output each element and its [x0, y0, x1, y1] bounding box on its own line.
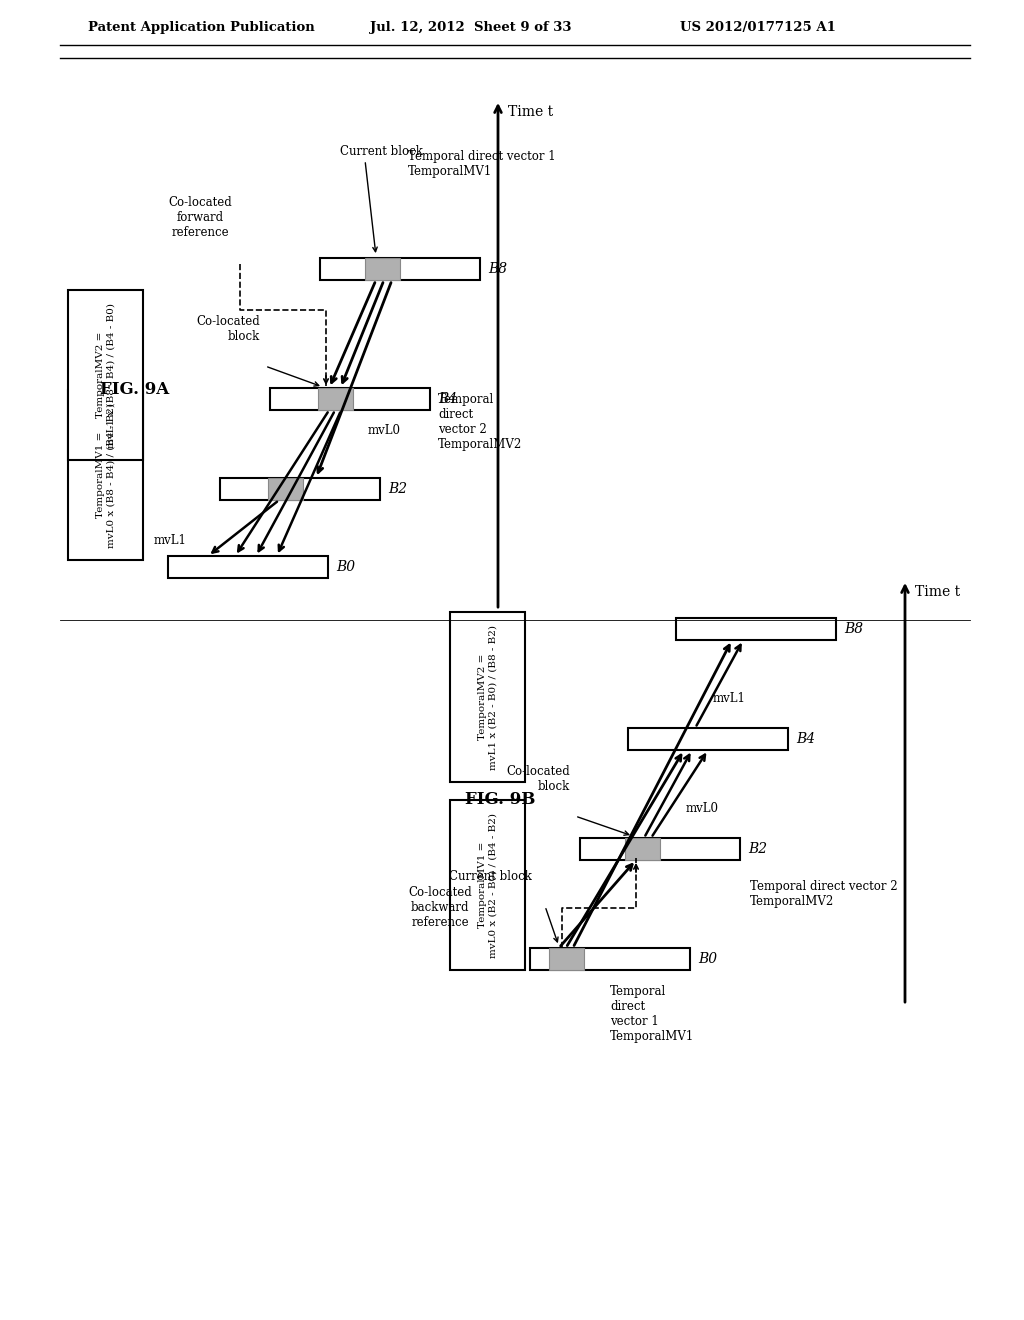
Text: B8: B8 — [488, 261, 507, 276]
Text: TemporalMV1 =
mvL0 x (B8 - B4) / (B4 - B2): TemporalMV1 = mvL0 x (B8 - B4) / (B4 - B… — [96, 403, 115, 548]
Text: TemporalMV2 =
mvL1 x (B2 - B0) / (B8 - B2): TemporalMV2 = mvL1 x (B2 - B0) / (B8 - B… — [478, 624, 498, 770]
Bar — [580, 838, 740, 861]
Bar — [450, 800, 525, 970]
Text: Co-located
block: Co-located block — [506, 766, 570, 793]
Text: Co-located
forward
reference: Co-located forward reference — [168, 195, 231, 239]
Text: Temporal
direct
vector 1
TemporalMV1: Temporal direct vector 1 TemporalMV1 — [610, 985, 694, 1043]
Text: mvL0: mvL0 — [686, 801, 719, 814]
Text: TemporalMV1: TemporalMV1 — [408, 165, 493, 178]
Text: Patent Application Publication: Patent Application Publication — [88, 21, 314, 34]
Text: Temporal direct vector 1: Temporal direct vector 1 — [408, 150, 556, 162]
Bar — [268, 478, 303, 500]
Text: Time t: Time t — [508, 106, 553, 119]
Text: mvL1: mvL1 — [154, 533, 186, 546]
Bar — [676, 618, 836, 640]
Text: B0: B0 — [698, 952, 717, 966]
Text: Temporal
direct
vector 2
TemporalMV2: Temporal direct vector 2 TemporalMV2 — [438, 393, 522, 451]
Bar — [68, 290, 143, 459]
Bar — [625, 838, 660, 861]
Text: Co-located
backward
reference: Co-located backward reference — [409, 886, 472, 929]
Text: TemporalMV2 =
mvL1 x (B8 - B4) / (B4 - B0): TemporalMV2 = mvL1 x (B8 - B4) / (B4 - B… — [96, 302, 115, 447]
Text: Jul. 12, 2012  Sheet 9 of 33: Jul. 12, 2012 Sheet 9 of 33 — [370, 21, 571, 34]
Bar — [168, 556, 328, 578]
Text: Time t: Time t — [915, 585, 961, 599]
Text: mvL0: mvL0 — [368, 424, 401, 437]
Text: mvL1: mvL1 — [713, 692, 745, 705]
Text: Current block: Current block — [340, 145, 423, 158]
Text: FIG. 9B: FIG. 9B — [465, 792, 536, 808]
Text: FIG. 9A: FIG. 9A — [100, 381, 169, 399]
Text: B0: B0 — [336, 560, 355, 574]
Text: Co-located
block: Co-located block — [197, 315, 260, 343]
Bar — [450, 612, 525, 781]
Text: Current block: Current block — [449, 870, 531, 883]
Text: Temporal direct vector 2
TemporalMV2: Temporal direct vector 2 TemporalMV2 — [750, 880, 898, 908]
Text: B2: B2 — [388, 482, 408, 496]
Bar — [220, 478, 380, 500]
Text: US 2012/0177125 A1: US 2012/0177125 A1 — [680, 21, 836, 34]
Bar — [319, 257, 480, 280]
Text: TemporalMV1 =
mvL0 x (B2 - B0) / (B4 - B2): TemporalMV1 = mvL0 x (B2 - B0) / (B4 - B… — [478, 813, 498, 957]
Text: B4: B4 — [438, 392, 457, 407]
Bar — [628, 729, 788, 750]
Text: B2: B2 — [748, 842, 767, 855]
Bar — [270, 388, 430, 411]
Text: B4: B4 — [796, 733, 815, 746]
Bar — [549, 948, 585, 970]
Bar — [318, 388, 353, 411]
Bar — [365, 257, 400, 280]
Text: B8: B8 — [844, 622, 863, 636]
Bar — [530, 948, 690, 970]
Bar — [68, 389, 143, 560]
